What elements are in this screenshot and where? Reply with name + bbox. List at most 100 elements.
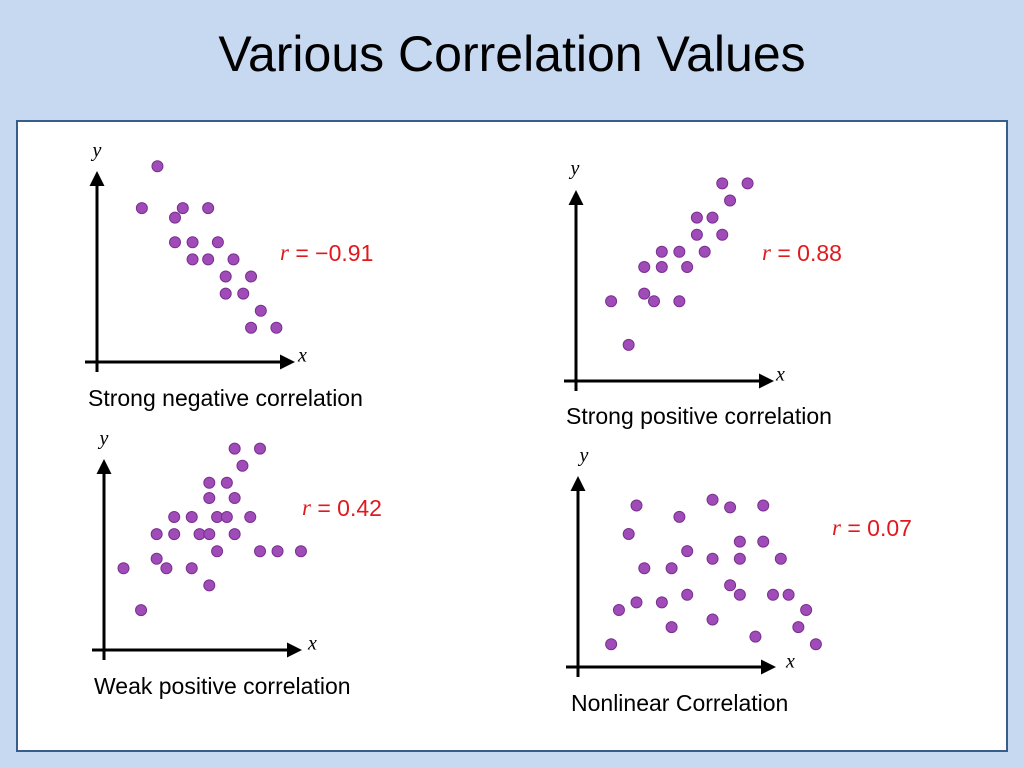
data-point: [244, 511, 257, 523]
data-point: [236, 459, 249, 472]
plot-caption: Weak positive correlation: [94, 673, 351, 699]
data-point: [774, 552, 787, 565]
data-point: [665, 562, 678, 575]
data-point: [706, 211, 719, 224]
data-point: [638, 261, 651, 273]
data-point: [227, 253, 240, 266]
data-point: [185, 562, 198, 575]
data-point: [169, 236, 181, 249]
data-point: [203, 492, 216, 504]
data-point: [202, 253, 215, 266]
data-point: [203, 528, 216, 541]
data-point: [220, 476, 233, 489]
data-point: [211, 545, 224, 558]
data-point: [655, 245, 668, 258]
data-point: [151, 160, 164, 173]
data-point: [706, 493, 719, 506]
r-value: = 0.88: [771, 240, 842, 266]
data-point: [135, 202, 148, 215]
r-symbol: r: [832, 515, 842, 540]
slide-title: Various Correlation Values: [218, 26, 805, 82]
x-axis-label: x: [297, 345, 307, 367]
data-point: [749, 630, 762, 643]
data-point: [655, 261, 668, 273]
x-axis-label: x: [785, 651, 795, 673]
data-point: [135, 604, 148, 617]
data-point: [254, 442, 266, 455]
data-point: [605, 295, 618, 308]
data-point: [150, 552, 163, 565]
r-value: = 0.07: [841, 515, 912, 541]
data-point: [733, 552, 746, 565]
plot-caption: Nonlinear Correlation: [571, 690, 788, 716]
data-point: [169, 211, 181, 224]
data-point: [630, 499, 643, 512]
data-point: [673, 295, 686, 308]
data-point: [237, 287, 250, 300]
data-point: [698, 245, 711, 258]
y-axis-label: y: [569, 158, 580, 180]
data-point: [800, 604, 813, 616]
data-point: [254, 304, 267, 317]
data-point: [741, 177, 754, 190]
data-point: [757, 535, 770, 548]
r-symbol: r: [762, 240, 772, 265]
data-point: [228, 528, 241, 541]
content-panel: [16, 120, 1008, 752]
x-axis-label: x: [775, 364, 785, 386]
data-point: [673, 510, 686, 523]
data-point: [655, 596, 668, 609]
data-point: [724, 194, 737, 207]
r-symbol: r: [302, 495, 312, 520]
data-point: [782, 588, 795, 601]
data-point: [733, 588, 746, 601]
data-point: [203, 476, 216, 489]
data-point: [681, 261, 694, 273]
correlation-label: r = 0.88: [762, 240, 842, 266]
data-point: [673, 245, 686, 258]
data-point: [219, 287, 232, 300]
data-point: [724, 579, 737, 592]
data-point: [160, 562, 173, 575]
r-value: = 0.42: [311, 495, 382, 521]
data-point: [716, 228, 729, 241]
data-point: [211, 236, 224, 249]
data-point: [117, 562, 130, 575]
data-point: [186, 236, 199, 249]
data-point: [294, 545, 307, 558]
data-point: [638, 287, 651, 300]
data-point: [706, 613, 719, 626]
correlation-label: r = 0.07: [832, 515, 912, 541]
data-point: [202, 202, 215, 215]
data-point: [176, 202, 189, 215]
data-point: [605, 638, 618, 651]
data-point: [733, 535, 746, 548]
x-axis-label: x: [307, 633, 317, 655]
data-point: [168, 528, 181, 541]
data-point: [219, 270, 232, 283]
data-point: [665, 621, 678, 634]
r-symbol: r: [280, 240, 290, 265]
data-point: [228, 492, 241, 504]
scatter-plot: x y r = −0.91 Strong negative correlation: [85, 140, 373, 411]
data-point: [792, 621, 805, 634]
data-point: [757, 499, 770, 512]
data-point: [648, 295, 660, 308]
data-point: [612, 604, 625, 616]
data-point: [168, 511, 181, 523]
scatter-plot: x y r = 0.07 Nonlinear Correlation: [566, 445, 912, 716]
data-point: [630, 596, 643, 609]
data-point: [690, 211, 703, 224]
correlation-label: r = −0.91: [280, 240, 373, 266]
data-point: [245, 270, 258, 283]
data-point: [150, 528, 163, 541]
data-point: [271, 545, 284, 558]
data-point: [203, 579, 216, 592]
data-point: [809, 638, 822, 651]
data-point: [681, 588, 694, 601]
data-point: [681, 545, 694, 558]
plot-caption: Strong negative correlation: [88, 385, 363, 411]
data-point: [638, 562, 651, 575]
data-point: [622, 528, 635, 540]
